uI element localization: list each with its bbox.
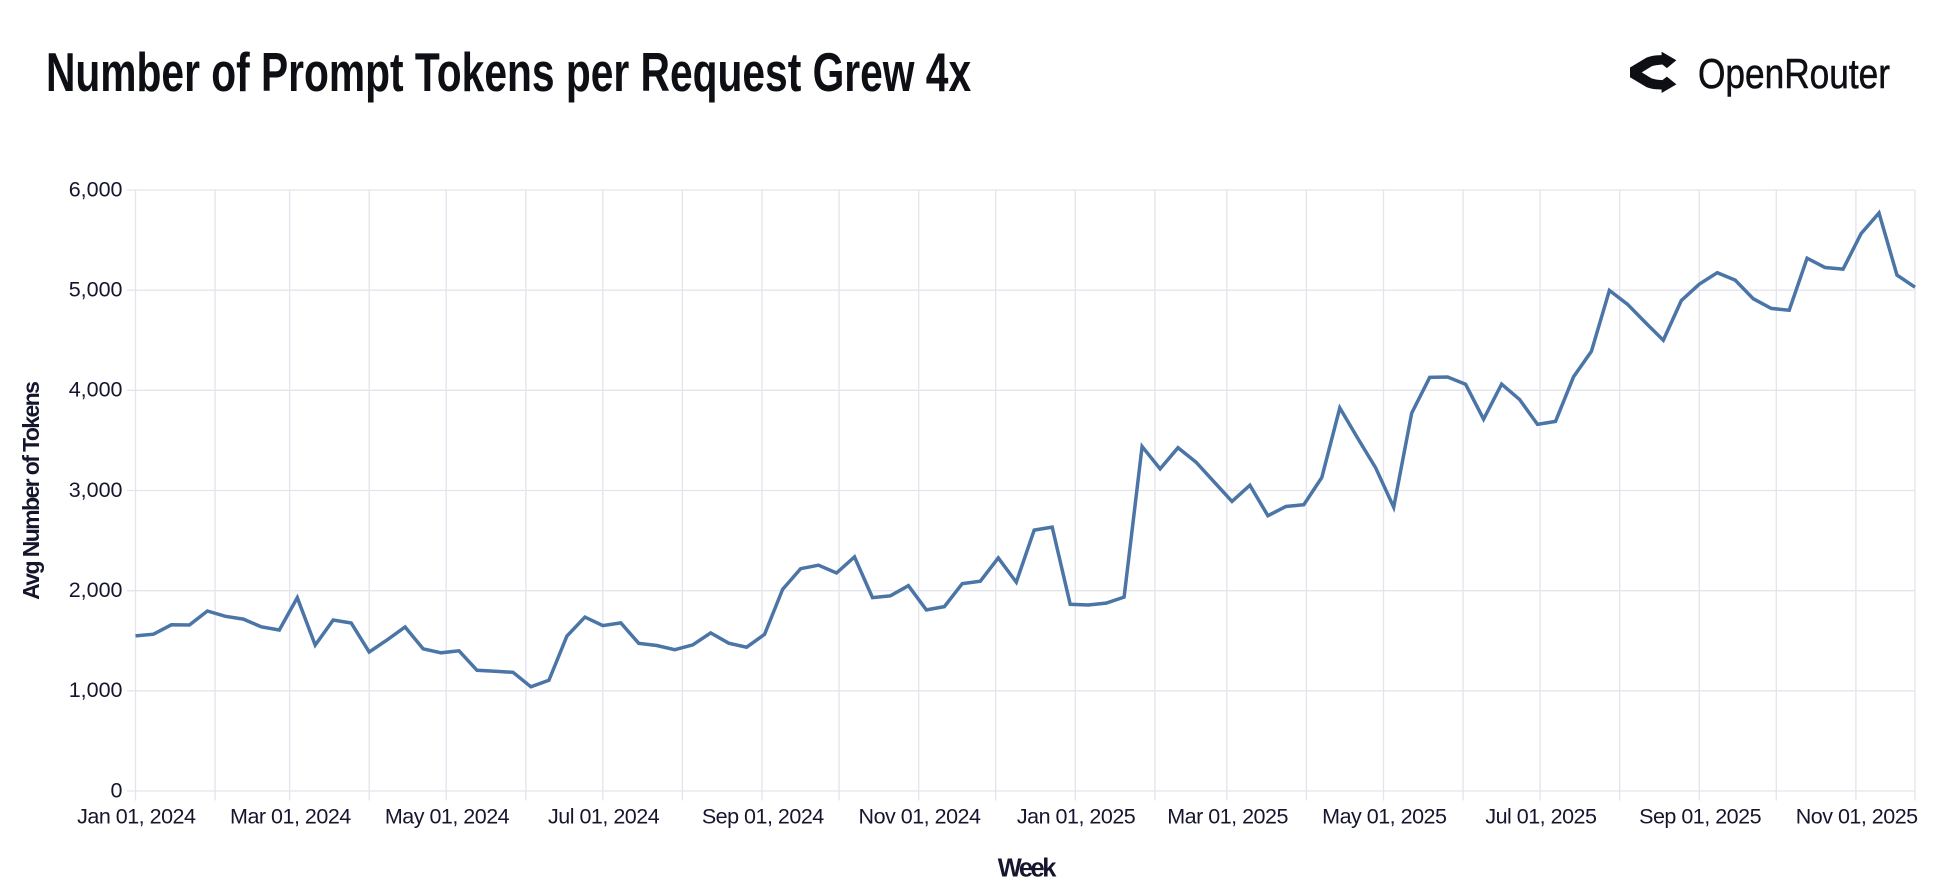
svg-text:May 01, 2024: May 01, 2024 [385,805,510,829]
svg-text:Sep 01, 2025: Sep 01, 2025 [1639,805,1761,829]
svg-text:Jul 01, 2024: Jul 01, 2024 [548,805,660,829]
svg-text:Nov 01, 2024: Nov 01, 2024 [859,805,981,829]
svg-text:3,000: 3,000 [69,478,123,502]
svg-text:Avg Number of Tokens: Avg Number of Tokens [18,382,44,600]
svg-text:Sep 01, 2024: Sep 01, 2024 [702,805,824,829]
svg-text:Mar 01, 2025: Mar 01, 2025 [1167,805,1288,829]
svg-text:1,000: 1,000 [69,678,123,702]
svg-text:Nov 01, 2025: Nov 01, 2025 [1796,805,1918,829]
svg-text:4,000: 4,000 [69,378,123,402]
svg-text:6,000: 6,000 [69,177,123,201]
svg-text:Jan 01, 2024: Jan 01, 2024 [77,805,196,829]
svg-text:Jul 01, 2025: Jul 01, 2025 [1485,805,1597,829]
svg-text:0: 0 [111,778,123,802]
svg-text:Week: Week [998,855,1057,883]
svg-text:2,000: 2,000 [69,578,123,602]
svg-text:Mar 01, 2024: Mar 01, 2024 [230,805,351,829]
svg-text:May 01, 2025: May 01, 2025 [1322,805,1447,829]
svg-text:Jan 01, 2025: Jan 01, 2025 [1017,805,1136,829]
svg-text:5,000: 5,000 [69,278,123,302]
